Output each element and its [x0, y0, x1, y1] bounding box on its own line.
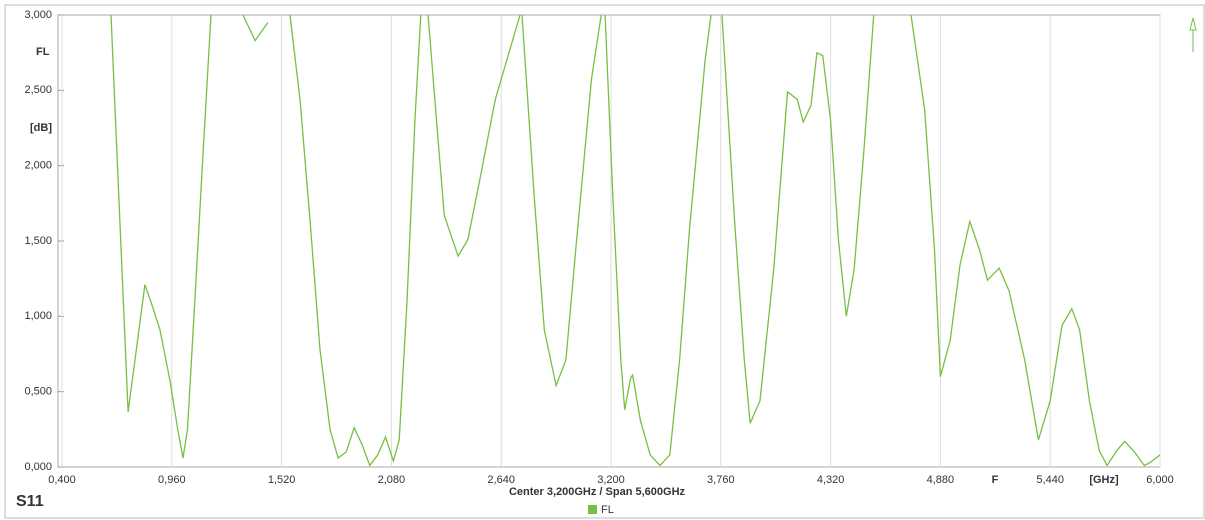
y-tick-label: 3,000 — [24, 9, 52, 21]
y-tick-label: 0,000 — [24, 461, 52, 473]
trace-label: FL — [36, 46, 50, 58]
legend-swatch — [588, 505, 597, 514]
y-tick-label: 0,500 — [24, 386, 52, 398]
y-tick-label: 1,500 — [24, 235, 52, 247]
x-tick-label: 4,320 — [817, 474, 845, 486]
x-tick-label: 4,880 — [927, 474, 955, 486]
plot-area — [57, 14, 1161, 468]
y-tick-label: 2,000 — [24, 160, 52, 172]
x-tick-label: 0,400 — [48, 474, 76, 486]
marker — [1189, 17, 1197, 52]
y-tick-label: 2,500 — [24, 84, 52, 96]
x-unit: [GHz] — [1089, 474, 1119, 486]
x-tick-label: 0,960 — [158, 474, 186, 486]
x-tick-label: 2,640 — [487, 474, 515, 486]
x-tick-label: 6,000 — [1146, 474, 1174, 486]
y-tick-label: 1,000 — [24, 310, 52, 322]
y-unit: [dB] — [30, 122, 52, 134]
x-tick-label: 5,440 — [1036, 474, 1064, 486]
frame — [4, 4, 1205, 519]
chart-label: S11 — [16, 493, 44, 510]
x-tick-label: 3,200 — [597, 474, 625, 486]
x-tick-label: 3,760 — [707, 474, 735, 486]
trace-line — [110, 14, 1161, 467]
legend-label: FL — [601, 504, 614, 516]
footer: Center 3,200GHz / Span 5,600GHz — [509, 486, 686, 498]
x-tick-label: 1,520 — [268, 474, 296, 486]
x-axis-label: F — [992, 474, 999, 486]
x-tick-label: 2,080 — [378, 474, 406, 486]
